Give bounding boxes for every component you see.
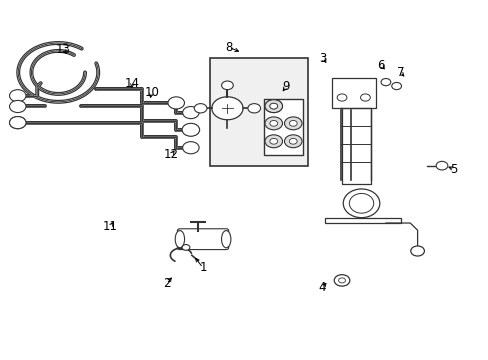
Circle shape	[284, 117, 302, 130]
Circle shape	[360, 94, 369, 101]
Circle shape	[410, 246, 424, 256]
Text: 7: 7	[396, 66, 404, 79]
Text: 4: 4	[318, 281, 325, 294]
Circle shape	[333, 275, 349, 286]
Ellipse shape	[221, 230, 230, 248]
Text: 2: 2	[163, 278, 170, 291]
Text: 14: 14	[124, 77, 140, 90]
Text: 10: 10	[144, 86, 159, 99]
Circle shape	[284, 135, 302, 148]
Text: 6: 6	[377, 59, 384, 72]
FancyBboxPatch shape	[177, 229, 228, 249]
Text: 9: 9	[282, 80, 289, 93]
Circle shape	[182, 123, 199, 136]
Circle shape	[269, 138, 277, 144]
Circle shape	[264, 100, 282, 113]
Circle shape	[168, 97, 184, 109]
Circle shape	[211, 97, 243, 120]
Circle shape	[289, 138, 297, 144]
Text: 12: 12	[163, 148, 179, 161]
Text: 3: 3	[318, 51, 325, 64]
Circle shape	[336, 94, 346, 101]
Circle shape	[182, 107, 199, 119]
Circle shape	[9, 117, 26, 129]
Circle shape	[182, 124, 199, 136]
Circle shape	[9, 117, 26, 129]
Circle shape	[221, 81, 233, 90]
Circle shape	[9, 100, 26, 113]
Circle shape	[264, 135, 282, 148]
Text: 5: 5	[449, 163, 457, 176]
FancyBboxPatch shape	[210, 58, 307, 166]
Polygon shape	[325, 218, 400, 223]
Circle shape	[182, 244, 189, 250]
Ellipse shape	[175, 230, 184, 248]
Circle shape	[391, 82, 401, 90]
Circle shape	[338, 278, 345, 283]
Text: 1: 1	[199, 261, 206, 274]
Circle shape	[269, 103, 277, 109]
Circle shape	[269, 121, 277, 126]
Circle shape	[264, 117, 282, 130]
Circle shape	[269, 103, 277, 109]
Circle shape	[9, 90, 26, 102]
Circle shape	[182, 142, 199, 154]
Circle shape	[194, 104, 206, 113]
Ellipse shape	[343, 189, 379, 218]
Text: 8: 8	[225, 41, 232, 54]
Circle shape	[289, 121, 297, 126]
Circle shape	[264, 100, 282, 113]
Circle shape	[380, 78, 390, 86]
Ellipse shape	[348, 193, 373, 213]
Circle shape	[247, 104, 260, 113]
Circle shape	[435, 161, 447, 170]
Text: 13: 13	[56, 42, 70, 55]
Text: 11: 11	[102, 220, 118, 233]
FancyBboxPatch shape	[331, 78, 375, 108]
FancyBboxPatch shape	[264, 99, 303, 155]
